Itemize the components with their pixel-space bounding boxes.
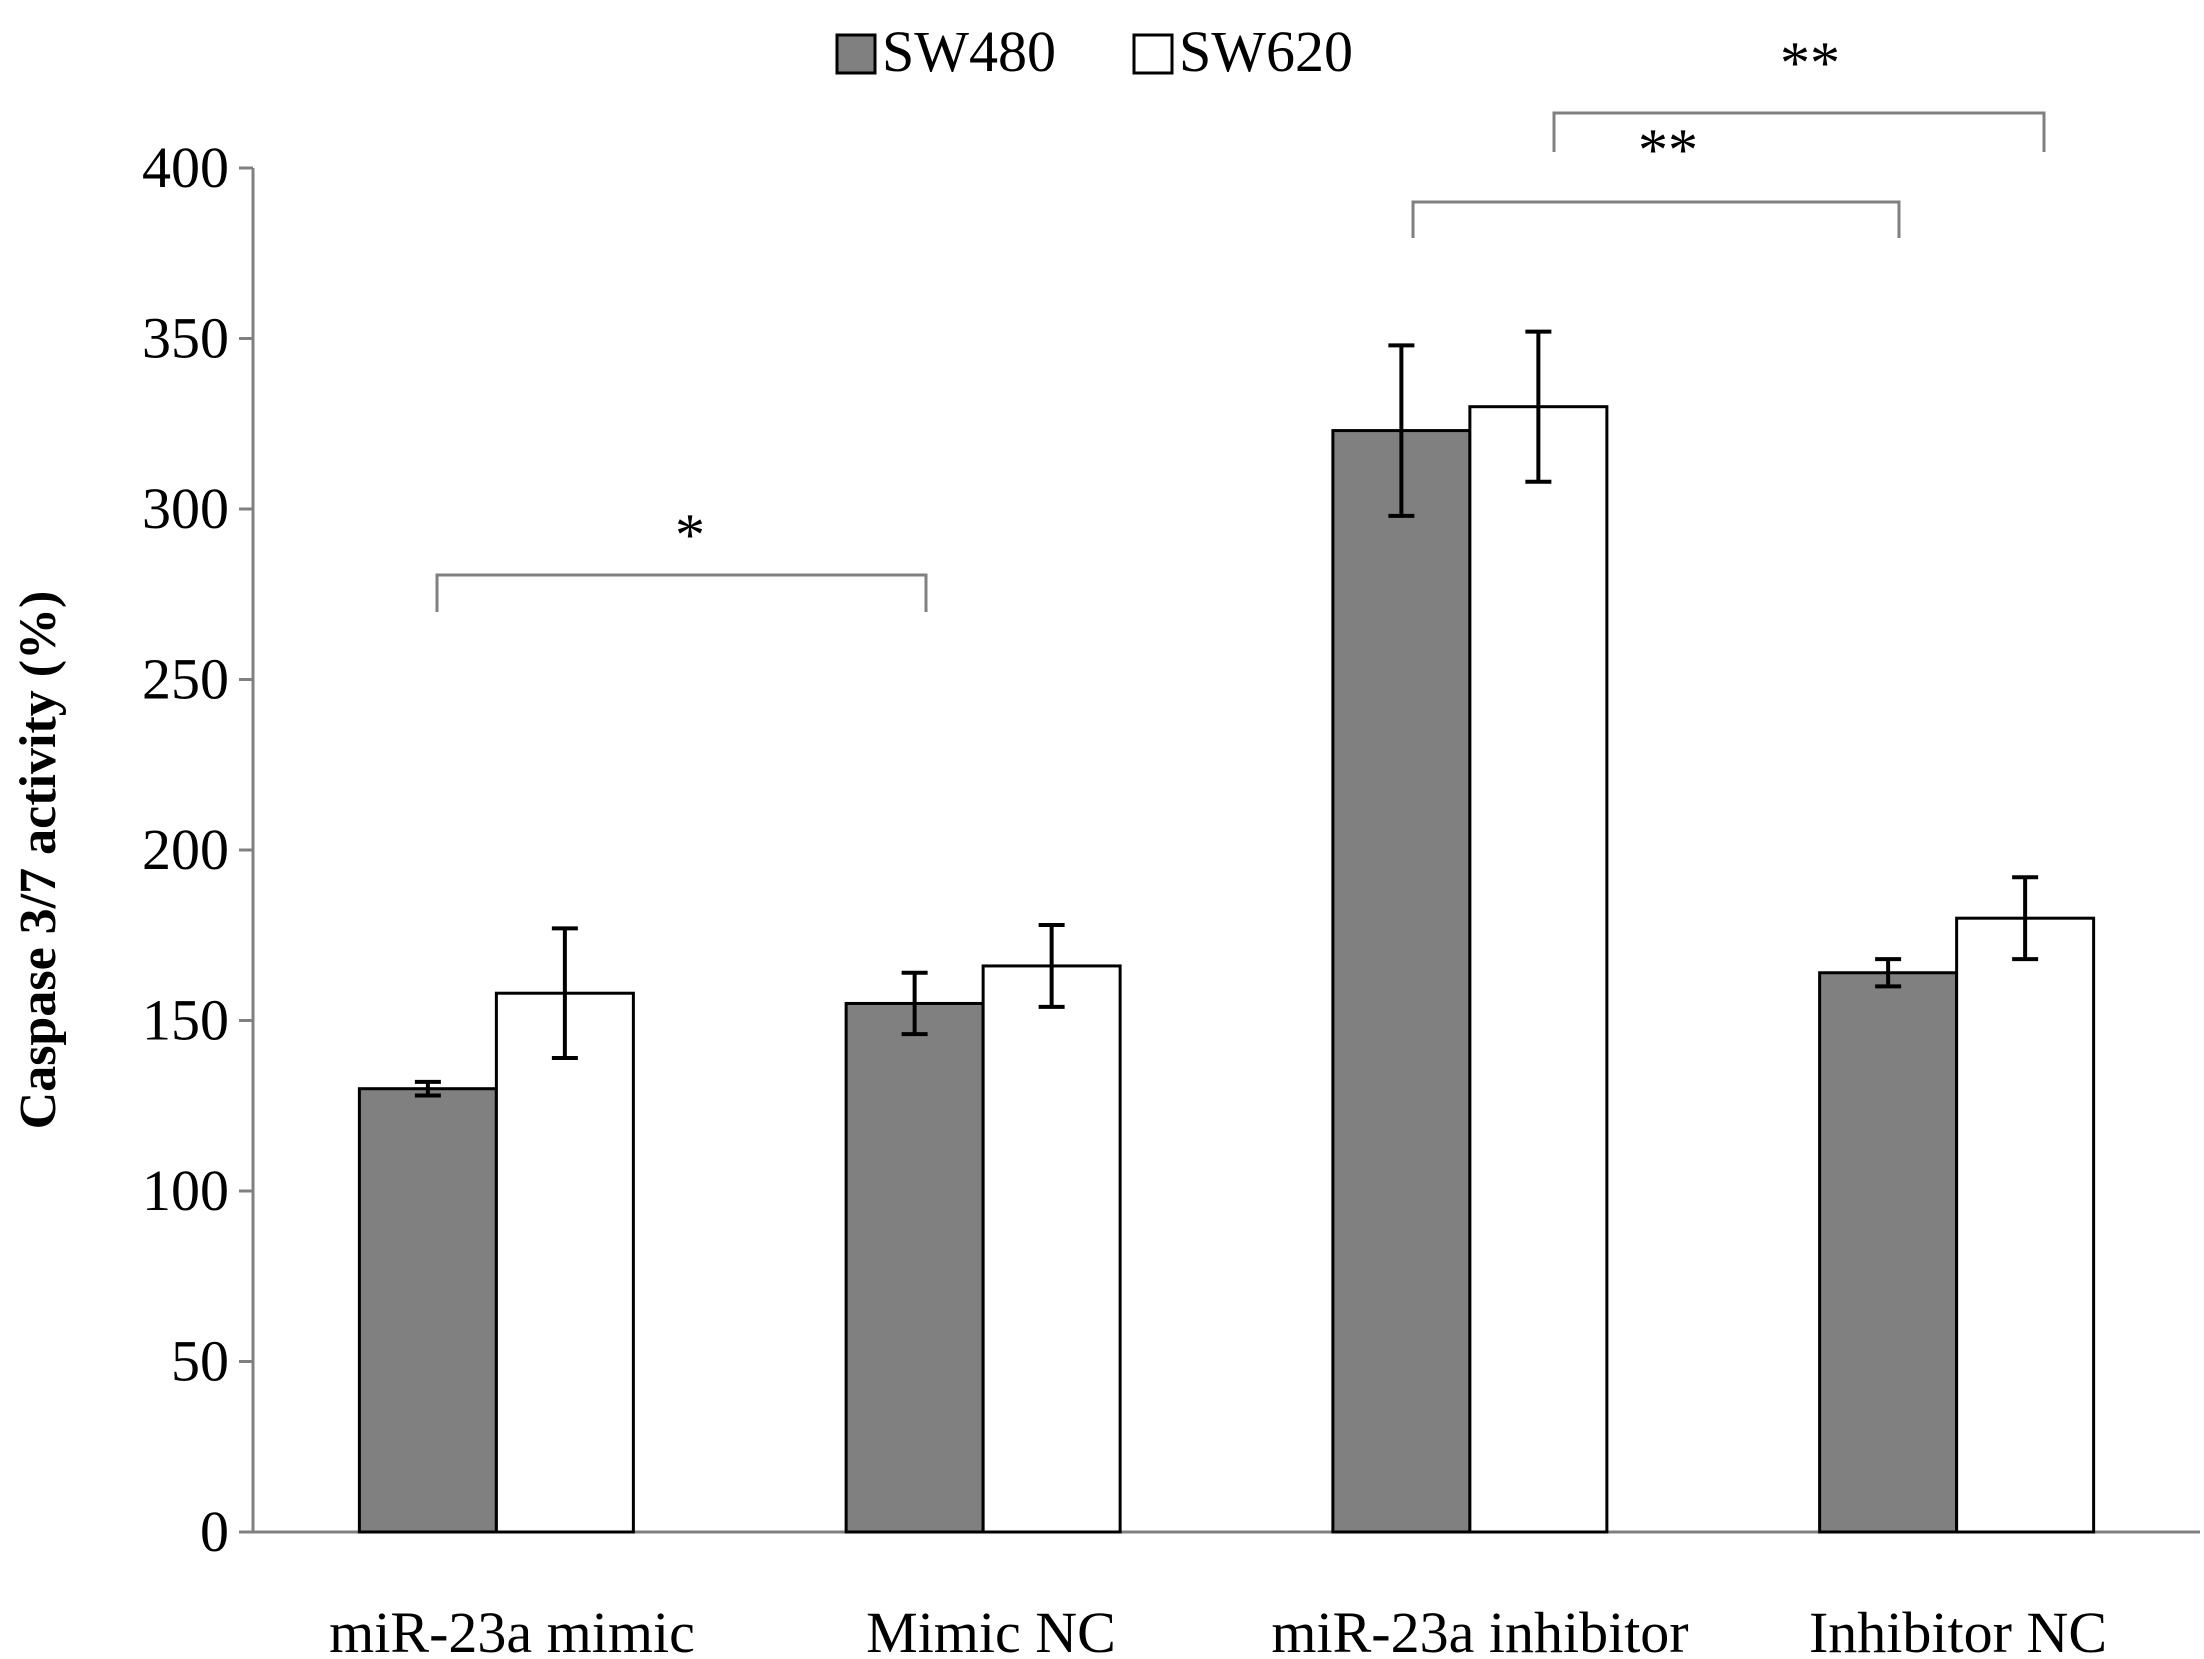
error-bars bbox=[414, 329, 2039, 1098]
y-tick-label: 0 bbox=[200, 1499, 229, 1564]
y-tick-label: 250 bbox=[142, 647, 229, 712]
sig-label-inhibitor-sw480: ** bbox=[1638, 117, 1698, 183]
bar-sw480-0 bbox=[357, 1087, 498, 1534]
legend-swatch-sw620 bbox=[1132, 33, 1174, 75]
significance-annotations: * ** ** bbox=[435, 30, 2046, 612]
legend-label-sw480: SW480 bbox=[882, 19, 1056, 84]
bar-sw620-1 bbox=[981, 964, 1122, 1534]
y-tick-label: 350 bbox=[142, 306, 229, 371]
sig-label-mimic: * bbox=[675, 502, 705, 568]
category-label-mir23a-inhibitor: miR-23a inhibitor bbox=[1271, 1600, 1688, 1659]
bar-sw480-3 bbox=[1818, 971, 1959, 1534]
bars bbox=[357, 405, 2096, 1534]
sig-bracket-mimic bbox=[435, 573, 928, 612]
legend-label-sw620: SW620 bbox=[1179, 19, 1353, 84]
sig-label-inhibitor-sw620: ** bbox=[1780, 30, 1840, 96]
y-tick-label: 50 bbox=[171, 1329, 229, 1394]
y-tick-label: 150 bbox=[142, 988, 229, 1053]
y-tick-label: 400 bbox=[142, 135, 229, 200]
y-tick-label: 100 bbox=[142, 1158, 229, 1223]
y-tick-label: 300 bbox=[142, 476, 229, 541]
bar-sw620-0 bbox=[494, 991, 635, 1534]
category-label-inhibitor-nc: Inhibitor NC bbox=[1809, 1600, 2107, 1659]
x-categories: miR-23a mimic Mimic NC miR-23a inhibitor… bbox=[329, 1600, 2107, 1659]
legend: SW480 SW620 bbox=[835, 19, 1353, 84]
y-ticks: 0 50 100 150 200 250 300 350 400 bbox=[142, 135, 253, 1564]
bar-sw620-3 bbox=[1955, 916, 2096, 1534]
legend-swatch-sw480 bbox=[835, 33, 877, 75]
category-label-mir23a-mimic: miR-23a mimic bbox=[329, 1600, 695, 1659]
y-axis-label: Caspase 3/7 activity (%) bbox=[10, 591, 67, 1130]
y-tick-label: 200 bbox=[142, 817, 229, 882]
bar-sw480-1 bbox=[844, 1001, 985, 1534]
sig-bracket-inhibitor-sw480 bbox=[1411, 200, 1901, 238]
sig-bracket-inhibitor-sw620 bbox=[1552, 111, 2046, 152]
bar-sw480-2 bbox=[1331, 429, 1472, 1534]
bar-sw620-2 bbox=[1468, 405, 1609, 1534]
category-label-mimic-nc: Mimic NC bbox=[866, 1600, 1116, 1659]
